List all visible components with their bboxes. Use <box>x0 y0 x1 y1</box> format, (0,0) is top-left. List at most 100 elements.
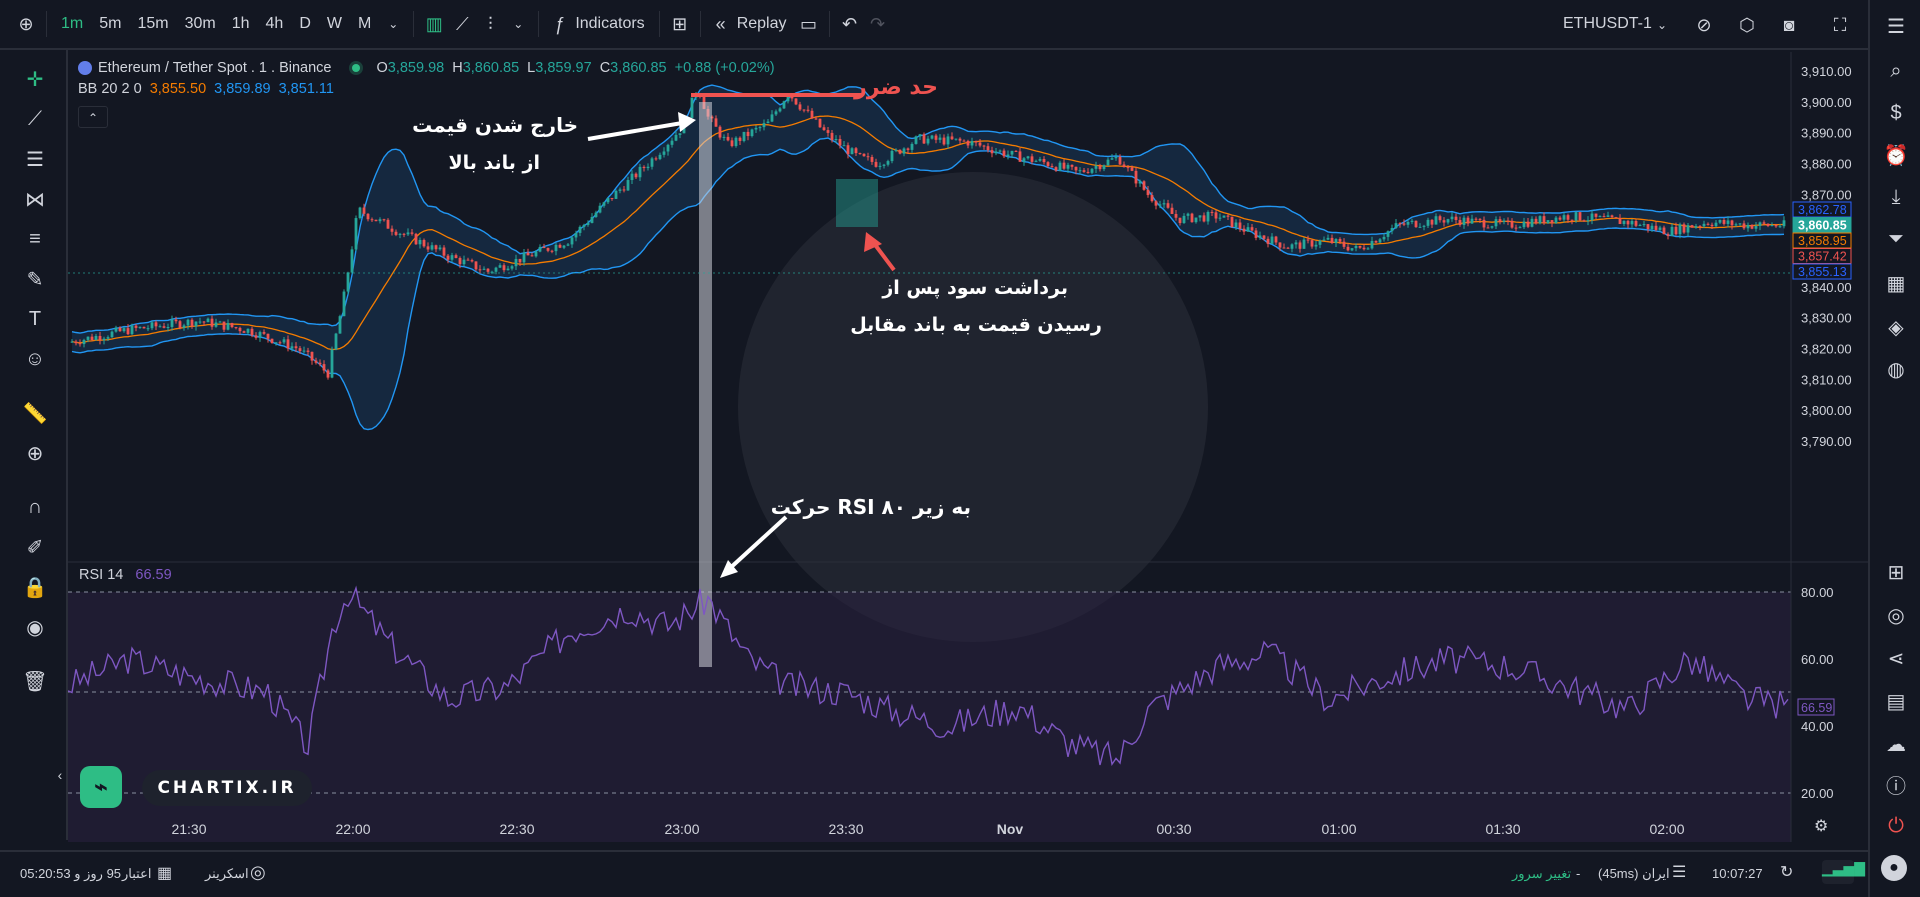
zoom-in-icon[interactable]: ⊕ <box>26 442 44 465</box>
fib-icon[interactable]: ≡ <box>29 227 41 250</box>
chevron-down-icon[interactable]: ⌄ <box>1656 18 1668 32</box>
collapse-legend-button[interactable]: ⌃ <box>78 106 108 128</box>
timeframe-4h[interactable]: 4h <box>265 15 284 32</box>
separator-dash: - <box>1576 866 1581 881</box>
candle-body <box>902 148 906 154</box>
camera-icon[interactable]: ◙ <box>1783 14 1795 35</box>
timeframe-30m[interactable]: 30m <box>184 15 216 32</box>
candle-body <box>1342 241 1346 247</box>
candle-body <box>1086 171 1090 173</box>
symbol-name[interactable]: Ethereum / Tether Spot . 1 . Binance <box>98 60 332 76</box>
alert-icon[interactable]: ⊘ <box>1696 14 1712 35</box>
screener-icon[interactable]: ◎ <box>250 862 266 882</box>
change-server-link[interactable]: تغییر سرور <box>1512 866 1572 881</box>
price-axis[interactable]: 3,910.00 3,900.00 3,890.00 3,880.00 3,870.00… <box>1801 64 1852 449</box>
breakout-highlight-bar <box>699 102 712 667</box>
candle-body <box>1230 216 1234 228</box>
info-icon[interactable]: ⓘ <box>1886 775 1906 798</box>
add-symbol-icon[interactable]: ⊕ <box>18 13 34 34</box>
indicators-button[interactable]: Indicators <box>575 15 645 32</box>
headset-icon[interactable]: ◎ <box>1887 604 1905 627</box>
server-status: ایران (45ms) <box>1598 866 1670 881</box>
crosshair-icon[interactable]: ✛ <box>26 68 44 91</box>
magnet-icon[interactable]: ∩ <box>27 495 43 518</box>
timeframe-m[interactable]: M <box>357 15 372 32</box>
candle-body <box>1290 244 1294 249</box>
dollar-icon[interactable]: $ <box>1890 101 1902 124</box>
brush-icon[interactable]: ✎ <box>26 268 44 291</box>
eye-icon[interactable]: ◉ <box>26 616 44 639</box>
calendar-icon[interactable]: ▦ <box>1886 272 1906 295</box>
price-chart[interactable]: حد ضرر خارج شدن قیمت از باند بالا برداشت… <box>68 52 1868 842</box>
screener-label[interactable]: اسکرینر <box>205 866 249 881</box>
timeframe-1m[interactable]: 1m <box>61 15 84 32</box>
chevron-down-icon[interactable]: ⌄ <box>388 17 399 31</box>
collapse-arrow-icon[interactable]: ‹ <box>57 767 63 783</box>
candle-body <box>1434 216 1438 225</box>
signal-icon[interactable]: ▁▃▅▇ <box>1822 860 1865 884</box>
refresh-icon[interactable]: ↻ <box>1780 864 1794 881</box>
replay-button[interactable]: Replay <box>736 15 787 32</box>
candle-body <box>1690 225 1694 228</box>
layout-icon[interactable]: ⊞ <box>672 13 688 34</box>
rewind-icon[interactable]: « <box>715 13 726 34</box>
timeframe-d[interactable]: D <box>299 15 311 32</box>
globe-icon[interactable]: ◍ <box>1887 358 1905 381</box>
rsi-axis[interactable]: 80.00 60.00 40.00 20.00 <box>1801 585 1834 801</box>
ruler-icon[interactable]: 📏 <box>22 402 48 425</box>
trash-icon[interactable]: 🗑 <box>22 670 48 693</box>
layers-icon[interactable]: ◈ <box>1888 316 1904 339</box>
candle-body <box>394 231 398 235</box>
text-icon[interactable]: T <box>28 307 42 330</box>
pattern-icon[interactable]: ⋈ <box>25 188 45 211</box>
timeframe-w[interactable]: W <box>326 15 342 32</box>
candle-body <box>282 339 286 343</box>
filter-icon[interactable]: ⏷ <box>1888 227 1904 250</box>
server-icon[interactable]: ☰ <box>1672 864 1687 881</box>
candle-body <box>1414 220 1418 228</box>
candle-body <box>534 251 538 257</box>
trend-line-icon[interactable]: ⟋ <box>28 107 42 130</box>
time-tick-label: Nov <box>997 821 1024 837</box>
axis-settings-icon[interactable]: ⚙ <box>1814 816 1828 835</box>
candle-body <box>1750 224 1754 229</box>
timeframe-15m[interactable]: 15m <box>137 15 169 32</box>
calendar-icon[interactable]: ▦ <box>157 865 173 882</box>
timeframe-1h[interactable]: 1h <box>231 15 250 32</box>
avatar[interactable]: ● <box>1881 855 1907 881</box>
rsi-label[interactable]: RSI 14 <box>79 567 124 583</box>
cloud-icon[interactable]: ☁ <box>1886 733 1906 756</box>
candle-body <box>1614 217 1618 219</box>
alarm-icon[interactable]: ⏰ <box>1883 144 1909 167</box>
download-icon[interactable]: ⤓ <box>1891 185 1901 208</box>
power-icon[interactable]: ⏻ <box>1888 814 1904 837</box>
timeframe-5m[interactable]: 5m <box>99 15 122 32</box>
fullscreen-icon[interactable]: ⛶ <box>1833 14 1847 35</box>
horizontal-lines-icon[interactable]: ☰ <box>26 148 44 171</box>
undo-icon[interactable]: ↶ <box>841 13 858 34</box>
lock-icon[interactable]: 🔒 <box>22 576 48 599</box>
fullscreen-box-icon[interactable]: ▭ <box>799 13 817 34</box>
emoji-icon[interactable]: ☺ <box>24 347 46 370</box>
chart-type-icon[interactable]: ⫶ <box>488 13 493 34</box>
pencil-lock-icon[interactable]: ✐ <box>26 536 44 559</box>
card-icon[interactable]: ▤ <box>1886 690 1906 713</box>
chevron-down-icon[interactable]: ⌄ <box>513 17 524 31</box>
price-tick-label: 3,820.00 <box>1801 342 1852 357</box>
menu-icon[interactable]: ☰ <box>1887 15 1905 38</box>
line-chart-icon[interactable]: ⟋ <box>456 13 469 34</box>
symbol-selector[interactable]: ETHUSDT-1 <box>1563 15 1652 32</box>
search-icon[interactable]: ⌕ <box>1890 59 1902 82</box>
candle-body <box>174 319 178 322</box>
candle-body <box>1066 164 1070 169</box>
grid-plus-icon[interactable]: ⊞ <box>1887 561 1905 584</box>
bb-label[interactable]: BB 20 2 0 <box>78 81 142 97</box>
candle-body <box>770 114 774 122</box>
share-icon[interactable]: ⋖ <box>1887 647 1905 670</box>
settings-icon[interactable]: ⬡ <box>1739 14 1755 35</box>
time-tick-label: 23:00 <box>664 821 699 837</box>
redo-icon[interactable]: ↷ <box>869 13 886 34</box>
time-axis[interactable]: 21:30 22:00 22:30 23:00 23:30 Nov 00:30 01:00 01… <box>171 821 1684 837</box>
candles-icon[interactable]: ▥ <box>425 13 443 34</box>
function-icon[interactable]: ƒ <box>554 13 565 34</box>
